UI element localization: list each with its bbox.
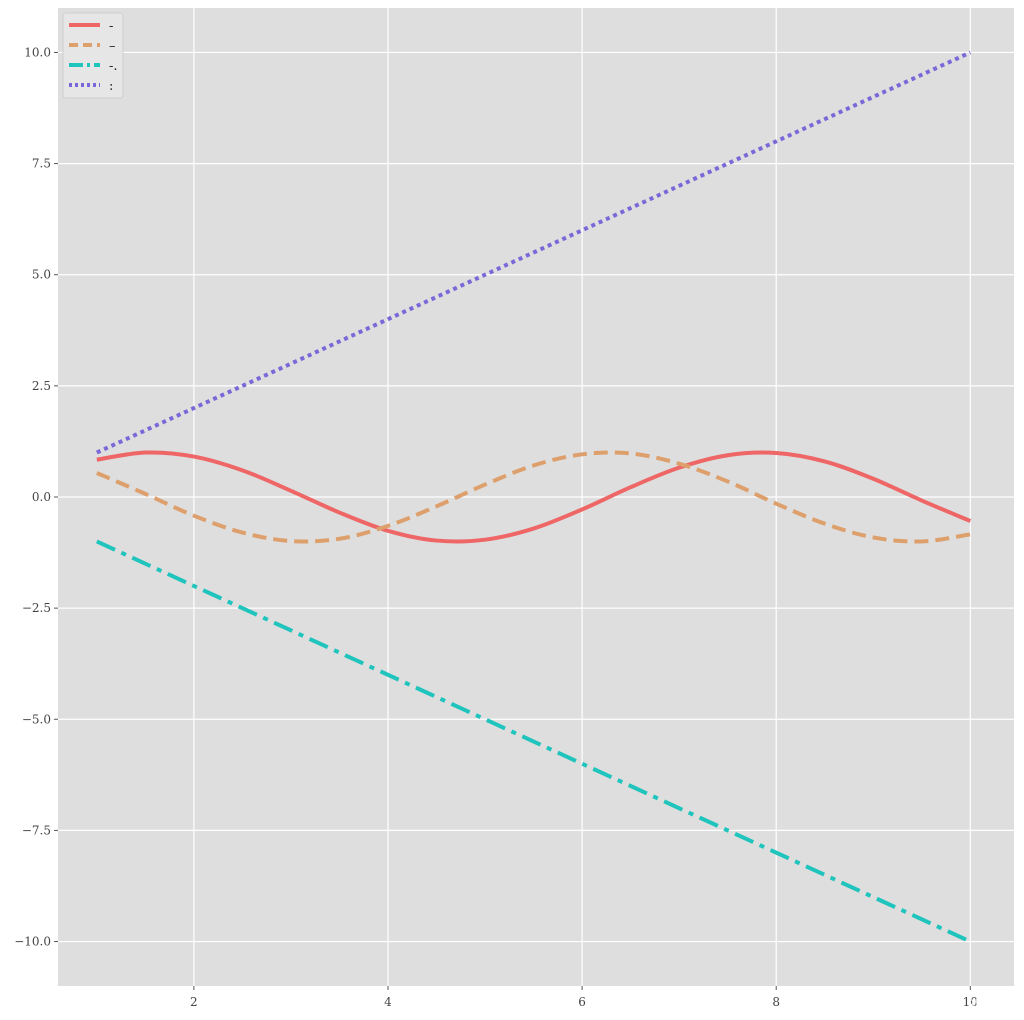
y-tick-label: 2.5 — [32, 379, 51, 393]
y-tick-label: 7.5 — [32, 157, 51, 171]
y-axis-ticks: 10.0 7.5 5.0 2.5 0.0 −2.5 −5.0 −7.5 −10.0 — [14, 45, 58, 949]
watermark-text: https://blog.csdn.net/qq_41952508 — [788, 998, 1016, 1013]
legend-label-1: – — [109, 39, 116, 54]
x-tick-label: 2 — [190, 995, 198, 1009]
series-line-3 — [95, 50, 972, 455]
series-line-1 — [96, 450, 971, 544]
x-axis-ticks: 2 4 6 8 10 — [190, 986, 978, 1009]
y-tick-label: −2.5 — [22, 601, 51, 615]
legend: - – -.: — [62, 12, 124, 99]
legend-label-3: : — [109, 79, 113, 94]
y-tick-label: 10.0 — [24, 45, 51, 59]
series-lines — [95, 50, 972, 944]
grid-lines — [58, 8, 1014, 986]
x-tick-label: 4 — [384, 995, 392, 1009]
x-tick-label: 8 — [772, 995, 780, 1009]
x-tick-label: 6 — [578, 995, 586, 1009]
legend-box — [62, 12, 124, 99]
series-line-2 — [95, 539, 972, 944]
x-tick-label: 10 — [963, 995, 978, 1009]
legend-label-0: - — [109, 19, 113, 34]
y-tick-label: 0.0 — [32, 490, 51, 504]
y-tick-label: −10.0 — [14, 935, 51, 949]
y-tick-label: −7.5 — [22, 823, 51, 837]
series-line-0 — [96, 450, 972, 544]
y-tick-label: −5.0 — [22, 712, 51, 726]
y-tick-label: 5.0 — [32, 268, 51, 282]
legend-label-2: -. — [109, 59, 118, 74]
